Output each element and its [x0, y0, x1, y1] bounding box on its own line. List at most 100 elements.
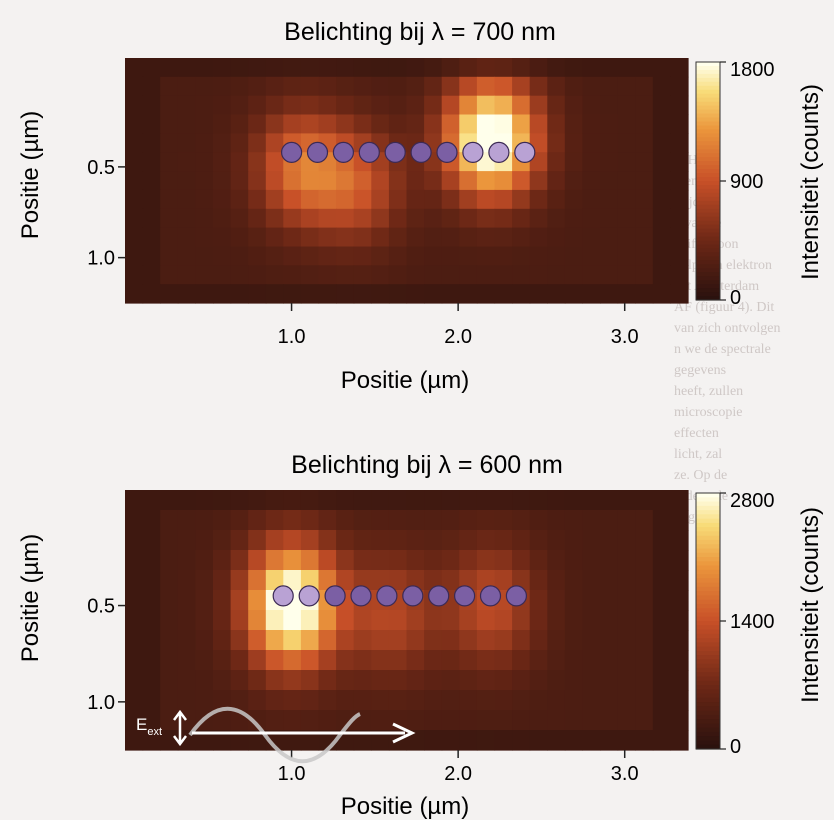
heatmap-cell — [213, 171, 232, 191]
nanoparticle — [384, 141, 406, 163]
heatmap-cell — [441, 114, 460, 134]
heatmap-cell — [617, 114, 636, 134]
heatmap-cell — [652, 189, 671, 210]
heatmap-cell — [459, 610, 478, 631]
heatmap-cell — [230, 95, 249, 116]
colorbar-segment — [696, 544, 720, 550]
colorbar-segment — [696, 706, 720, 712]
heatmap-cell — [300, 95, 320, 116]
heatmap-cell — [353, 550, 372, 571]
heatmap-cell — [406, 550, 425, 571]
heatmap-cell — [388, 114, 408, 134]
heatmap-cell — [529, 227, 548, 247]
heatmap-cell — [142, 95, 161, 116]
background-text-line: AF (figuur 4). Dit — [674, 300, 775, 315]
field-label: Eext — [136, 715, 162, 738]
heatmap-cell — [617, 246, 636, 266]
colorbar-segment — [696, 621, 720, 626]
heatmap-cell — [142, 114, 161, 134]
heatmap-cell — [459, 630, 478, 651]
heatmap-cell — [195, 590, 214, 611]
heatmap-cell — [371, 550, 390, 571]
colorbar-segment — [696, 727, 720, 733]
heatmap-cell — [494, 730, 513, 751]
heatmap-cell — [371, 265, 390, 285]
colorbar-segment — [696, 578, 720, 584]
heatmap-cells — [125, 58, 689, 304]
colorbar-segment — [696, 212, 720, 218]
heatmap-cell — [476, 630, 496, 651]
heatmap-cell — [512, 114, 531, 134]
background-text-line: licht, zal — [674, 447, 723, 462]
colorbar-segment — [696, 685, 720, 690]
y-axis-label: Positie (µm) — [17, 111, 44, 240]
heatmap-cell — [529, 730, 548, 751]
nanoparticle — [428, 585, 450, 607]
heatmap-cell — [670, 610, 689, 631]
heatmap-cell — [283, 227, 302, 247]
heatmap-cell — [476, 510, 496, 531]
heatmap-cell — [388, 189, 408, 210]
heatmap-cell — [142, 227, 161, 247]
heatmap-cell — [564, 510, 583, 531]
colorbar-segment — [696, 625, 720, 631]
colorbar-segment — [696, 196, 720, 202]
heatmap-cell — [371, 490, 390, 511]
heatmap-cell — [512, 550, 531, 571]
heatmap-cell — [336, 490, 355, 511]
heatmap-cell — [353, 114, 372, 134]
heatmap-cell — [494, 114, 513, 134]
colorbar-tick-label: 2800 — [730, 490, 775, 512]
heatmap-cell — [670, 530, 689, 551]
heatmap-cell — [406, 284, 425, 304]
heatmap-cell — [353, 171, 372, 191]
heatmap-cell — [617, 227, 636, 247]
heatmap-cell — [125, 510, 144, 531]
heatmap-cell — [195, 610, 214, 631]
heatmap-cell — [142, 570, 161, 591]
heatmap-cell — [441, 510, 460, 531]
heatmap-cell — [125, 490, 144, 511]
heatmap-cell — [494, 189, 513, 210]
nanoparticle — [324, 585, 346, 607]
colorbar-segment — [696, 497, 720, 503]
colorbar-segment — [696, 539, 720, 545]
heatmap-cell — [582, 490, 601, 511]
nanoparticle — [410, 141, 432, 163]
heatmap-cell — [547, 710, 566, 731]
heatmap-cell — [424, 171, 443, 191]
heatmap-cell — [213, 208, 232, 229]
heatmap-cell — [125, 114, 144, 134]
heatmap-cell — [512, 710, 531, 731]
heatmap-cell — [283, 710, 302, 731]
heatmap-cell — [406, 530, 425, 551]
heatmap-cell — [547, 670, 566, 691]
heatmap-cell — [142, 690, 161, 711]
heatmap-cell — [125, 530, 144, 551]
heatmap-cell — [494, 265, 513, 285]
heatmap-cell — [494, 227, 513, 247]
heatmap-cell — [582, 690, 601, 711]
colorbar-segment — [696, 220, 720, 226]
heatmap-cell — [300, 510, 320, 531]
heatmap-cell — [371, 76, 390, 97]
heatmap-cell — [318, 114, 337, 134]
heatmap-cell — [512, 610, 531, 631]
heatmap-cell — [265, 171, 284, 191]
heatmap-cell — [318, 265, 337, 285]
heatmap-cell — [283, 284, 302, 304]
heatmap-cell — [142, 152, 161, 172]
heatmap-cell — [670, 152, 689, 172]
heatmap-cell — [424, 530, 443, 551]
colorbar-segment — [696, 69, 720, 75]
heatmap-cell — [230, 690, 249, 711]
heatmap-cell — [652, 490, 671, 511]
heatmap-cell — [177, 152, 196, 172]
colorbar-segment — [696, 501, 720, 507]
heatmap-cell — [230, 570, 249, 591]
colorbar-segment — [696, 569, 720, 575]
nanoparticle — [350, 585, 372, 607]
heatmap-cell — [371, 610, 390, 631]
heatmap-cell — [652, 133, 671, 153]
heatmap-cell — [142, 550, 161, 571]
